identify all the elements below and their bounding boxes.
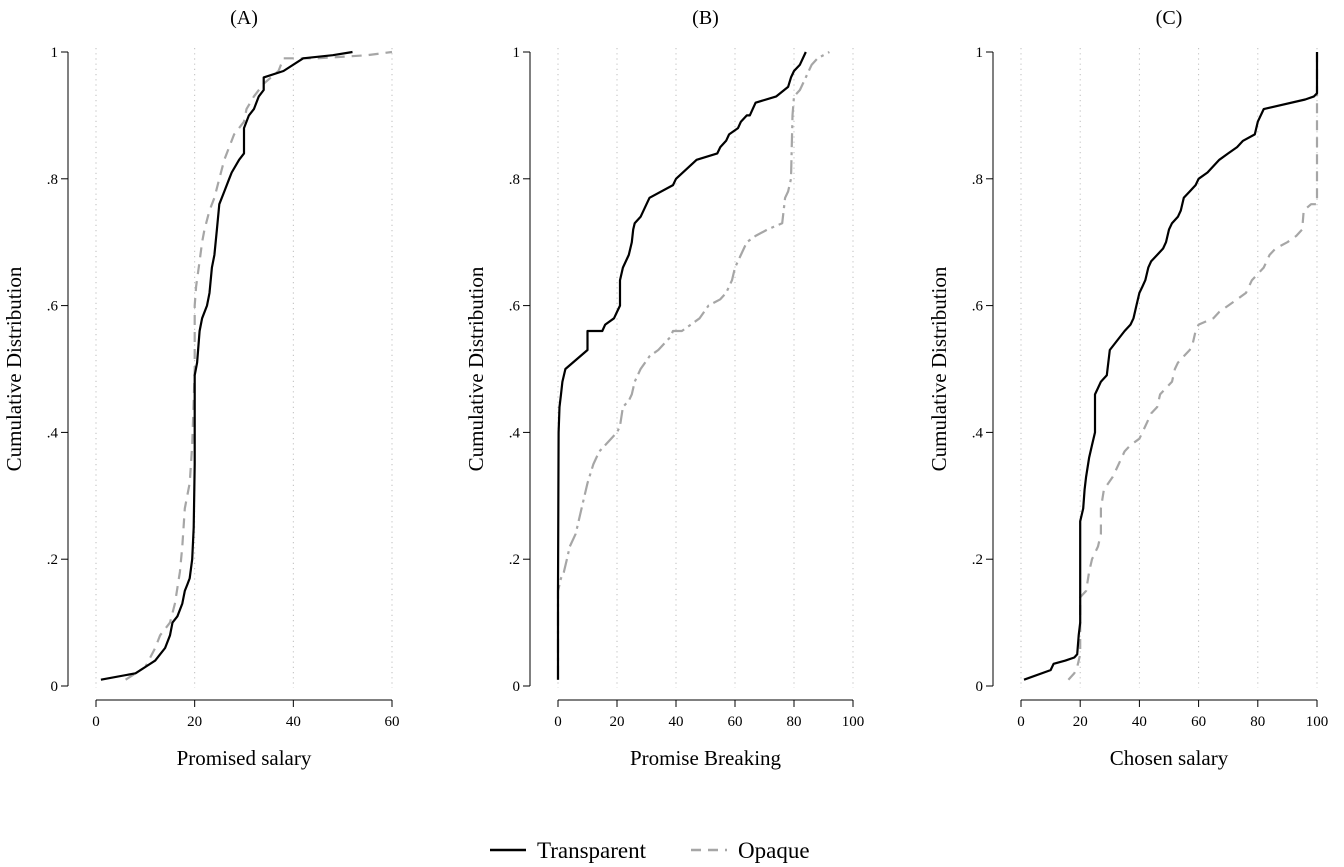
x-tick-label: 80 (1250, 714, 1265, 730)
series-opaque-line (125, 50, 393, 681)
y-tick-label: 0 (976, 679, 984, 695)
x-tick-label: 20 (187, 714, 202, 730)
y-tick-label: .6 (47, 299, 59, 315)
y-tick-label: .4 (509, 425, 521, 441)
y-tick-label: .8 (47, 172, 58, 188)
y-tick-label: 1 (51, 45, 59, 61)
legend: Transparent Opaque (490, 838, 810, 863)
y-tick-label: .4 (47, 425, 59, 441)
x-axis-title: Promised salary (177, 746, 312, 770)
x-tick-label: 100 (1306, 714, 1329, 730)
x-tick-label: 0 (1017, 714, 1025, 730)
legend-transparent-label: Transparent (537, 838, 647, 863)
x-tick-label: 20 (610, 714, 625, 730)
x-tick-label: 40 (669, 714, 684, 730)
series-transparent-line (1023, 52, 1319, 681)
panel-title: (C) (1156, 7, 1183, 29)
y-tick-label: .2 (509, 552, 520, 568)
y-tick-label: .2 (47, 552, 58, 568)
x-tick-label: 40 (1132, 714, 1147, 730)
y-tick-label: 0 (51, 679, 59, 695)
x-tick-label: 60 (728, 714, 743, 730)
x-tick-label: 100 (842, 714, 865, 730)
series-opaque-line (1067, 52, 1319, 681)
y-axis-title: Cumulative Distribution (927, 266, 951, 471)
y-tick-label: 1 (513, 45, 521, 61)
panel-title: (A) (230, 7, 258, 29)
x-tick-label: 0 (92, 714, 100, 730)
y-tick-label: 1 (976, 45, 984, 61)
y-tick-label: .6 (972, 299, 984, 315)
panel-c: 0 .2 .4 .6 .8 1 0 20 40 60 80 100 (C) Chosen salary Cu… (927, 7, 1328, 770)
x-tick-label: 80 (787, 714, 802, 730)
x-tick-label: 60 (1191, 714, 1206, 730)
series-opaque-line (556, 51, 830, 680)
y-tick-label: .4 (972, 425, 984, 441)
y-axis-title: Cumulative Distribution (2, 266, 26, 471)
y-tick-label: 0 (513, 679, 521, 695)
y-tick-label: .2 (972, 552, 983, 568)
y-tick-label: .8 (509, 172, 520, 188)
series-transparent-line (556, 51, 807, 680)
x-tick-label: 60 (385, 714, 400, 730)
y-tick-label: .8 (972, 172, 983, 188)
x-tick-label: 40 (286, 714, 301, 730)
x-axis-title: Chosen salary (1110, 746, 1229, 770)
panel-b: 0 .2 .4 .6 .8 1 0 20 40 60 80 100 (B) Promise Breakin… (464, 7, 864, 770)
series-transparent-line (100, 50, 353, 681)
panel-a: 0 .2 .4 .6 .8 1 0 20 40 60 (A) Promised salary Cumul… (2, 7, 400, 770)
y-axis-title: Cumulative Distribution (464, 266, 488, 471)
panel-title: (B) (692, 7, 719, 29)
x-tick-label: 20 (1073, 714, 1088, 730)
y-tick-label: .6 (509, 299, 521, 315)
x-axis-title: Promise Breaking (630, 746, 782, 770)
x-tick-label: 0 (554, 714, 562, 730)
legend-opaque-label: Opaque (738, 838, 810, 863)
